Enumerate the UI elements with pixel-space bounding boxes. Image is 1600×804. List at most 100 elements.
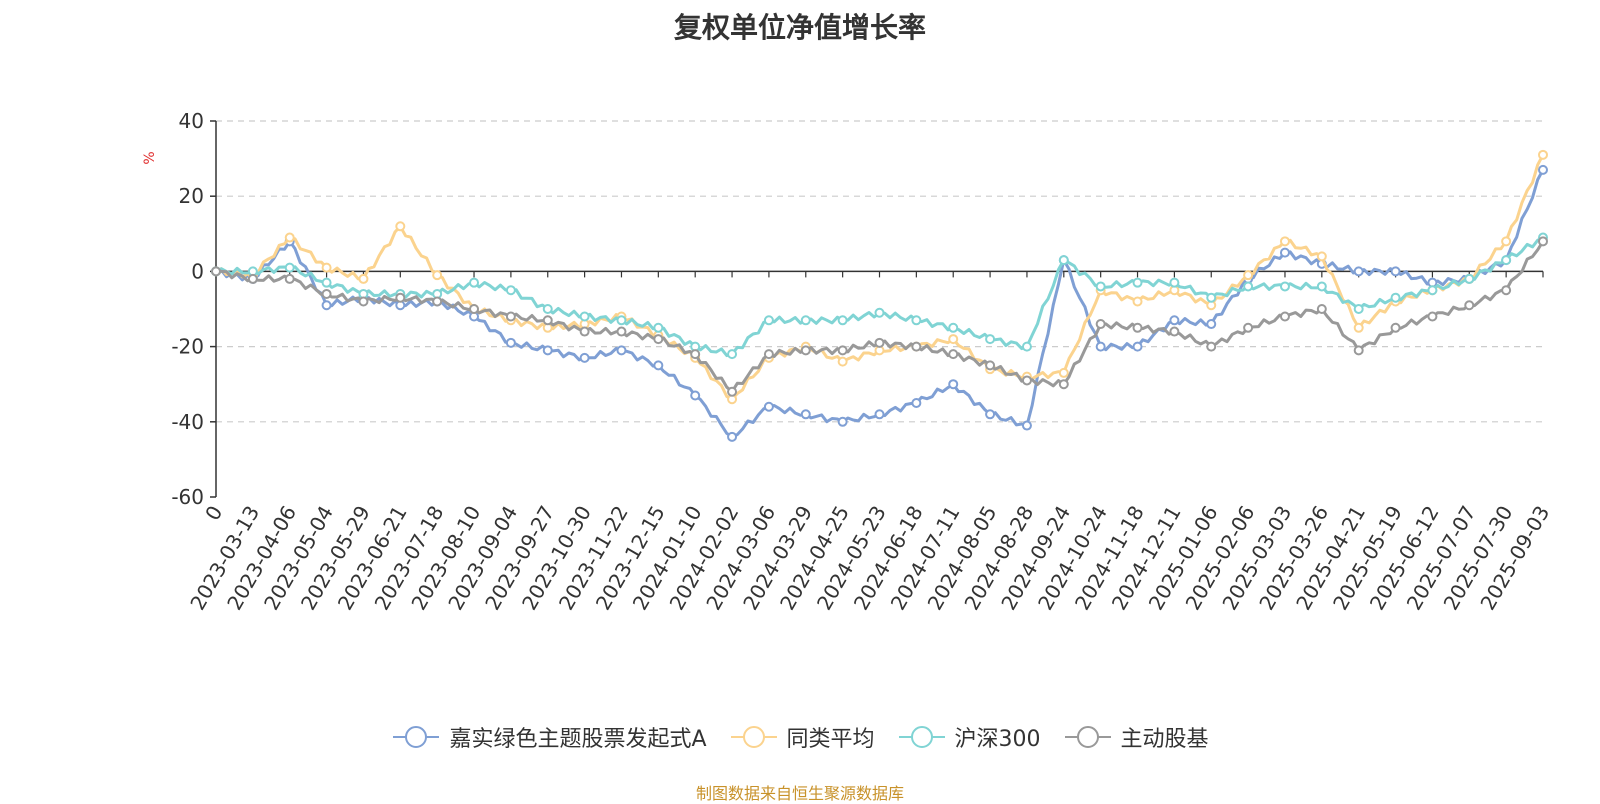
data-point (1316, 281, 1327, 292)
data-point (469, 277, 480, 288)
legend-item[interactable]: 嘉实绿色主题股票发起式A (391, 721, 707, 753)
data-point (1095, 319, 1106, 330)
data-point (542, 304, 553, 314)
legend-swatch-icon (898, 726, 945, 748)
data-point (358, 273, 369, 284)
data-point (763, 349, 774, 360)
data-point (1538, 236, 1548, 247)
y-axis-ticks: 40 20 0 -20 -40 -60 (171, 109, 216, 509)
data-point (1095, 281, 1106, 292)
data-point (1427, 311, 1438, 322)
data-point (727, 386, 738, 397)
y-tick-label: 40 (179, 109, 204, 133)
data-point (1132, 296, 1143, 307)
data-point (653, 360, 664, 371)
data-point (1132, 322, 1143, 333)
legend-swatch-icon (1064, 726, 1111, 748)
data-point (1501, 255, 1512, 266)
data-point (948, 322, 959, 333)
data-point (948, 349, 959, 360)
y-axis-unit-label: % (142, 151, 158, 164)
chart-title: 复权单位净值增长率 (673, 11, 926, 44)
data-point (284, 273, 295, 284)
data-point (1538, 164, 1548, 175)
data-point (985, 409, 996, 420)
data-point (432, 270, 443, 281)
data-point (690, 390, 701, 401)
data-point (1169, 326, 1180, 337)
data-point (1501, 285, 1512, 296)
data-point (284, 232, 295, 243)
data-point (616, 345, 627, 356)
y-tick-label: 0 (191, 259, 204, 283)
data-point (985, 334, 996, 345)
data-point (432, 296, 443, 307)
data-point (469, 304, 480, 314)
data-point (690, 349, 701, 360)
data-point (321, 262, 332, 273)
data-point (1353, 304, 1364, 314)
legend-swatch-icon (730, 726, 777, 748)
source-note: 制图数据来自恒生聚源数据库 (695, 784, 904, 803)
data-point (579, 352, 590, 363)
data-point (763, 315, 774, 326)
series-3 (211, 236, 1548, 397)
legend-label: 嘉实绿色主题股票发起式A (449, 727, 707, 752)
data-point (948, 334, 959, 345)
data-point (1021, 375, 1032, 386)
data-point (1279, 281, 1290, 292)
data-point (1353, 345, 1364, 356)
legend-item[interactable]: 同类平均 (729, 721, 875, 753)
data-point (911, 398, 922, 408)
data-point (727, 431, 738, 442)
data-point (1279, 311, 1290, 322)
data-point (911, 341, 922, 352)
data-point (1279, 236, 1290, 247)
data-point (653, 322, 664, 333)
data-point (800, 345, 811, 356)
data-point (1058, 367, 1069, 378)
data-point (1021, 341, 1032, 352)
data-point (321, 288, 332, 299)
legend-item[interactable]: 主动股基 (1063, 721, 1209, 753)
data-point (837, 416, 848, 427)
data-point (542, 345, 553, 356)
data-point (395, 292, 406, 303)
data-point (505, 337, 516, 348)
data-point (505, 285, 516, 296)
data-point (653, 334, 664, 345)
data-point (1058, 255, 1069, 266)
data-point (1132, 341, 1143, 352)
data-point (616, 315, 627, 326)
data-point (1464, 300, 1475, 311)
data-point (1206, 292, 1217, 303)
data-point (874, 307, 885, 318)
data-point (911, 315, 922, 326)
data-point (1390, 266, 1401, 277)
data-point (1206, 319, 1217, 330)
data-point (837, 345, 848, 356)
data-point (1353, 266, 1364, 277)
data-point (837, 356, 848, 367)
data-point (579, 326, 590, 337)
data-point (1132, 277, 1143, 288)
data-point (321, 300, 332, 311)
x-tick-label: 0 (200, 502, 227, 525)
data-point (321, 277, 332, 288)
data-point (1243, 270, 1254, 281)
data-point (1279, 247, 1290, 258)
series-2 (211, 232, 1548, 360)
data-point (727, 349, 738, 360)
data-point (1206, 341, 1217, 352)
data-point (616, 326, 627, 337)
data-point (395, 221, 406, 232)
data-point (579, 311, 590, 322)
legend-label: 同类平均 (786, 727, 875, 752)
data-point (505, 311, 516, 322)
data-point (1501, 236, 1512, 247)
data-point (1021, 420, 1032, 431)
data-point (1169, 277, 1180, 288)
legend-label: 主动股基 (1120, 727, 1209, 752)
data-point (1353, 322, 1364, 333)
legend-item[interactable]: 沪深300 (897, 721, 1041, 753)
